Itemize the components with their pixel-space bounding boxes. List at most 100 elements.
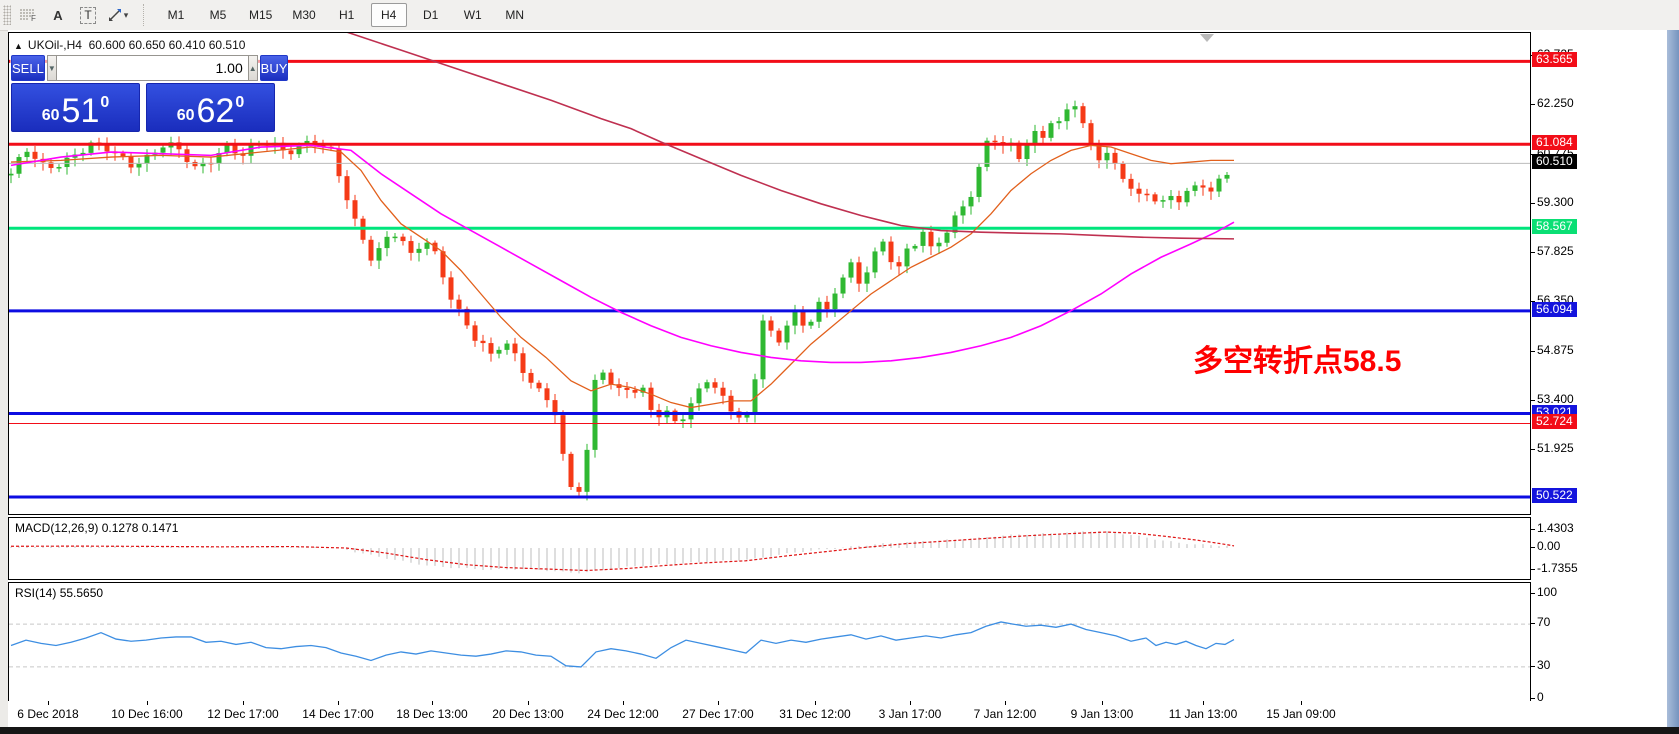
candle (608, 372, 614, 385)
time-tick (432, 701, 433, 705)
tab-timeframe-H4[interactable]: H4 (370, 3, 407, 27)
rsi-chart[interactable] (9, 583, 1530, 701)
candle (880, 241, 886, 252)
svg-text:F: F (31, 14, 36, 21)
candle (392, 236, 398, 239)
candle (224, 143, 230, 154)
chart-annotation-text: 多空转折点58.5 (1193, 345, 1402, 378)
candle (48, 162, 54, 168)
time-label: 31 Dec 12:00 (779, 707, 851, 721)
tab-timeframe-W1[interactable]: W1 (463, 8, 482, 22)
candle (1048, 123, 1054, 138)
candle (1112, 152, 1118, 164)
volume-decrease-button[interactable]: ▼ (46, 55, 57, 81)
dot-grid-icon: F (20, 9, 36, 21)
candle (760, 320, 766, 380)
toolbar-grip[interactable] (3, 5, 11, 25)
rsi-axis-tick (1531, 698, 1535, 699)
candle (1168, 195, 1174, 201)
candle (288, 150, 294, 155)
tab-timeframe-D1[interactable]: D1 (423, 8, 439, 22)
ma-fast-line (10, 144, 1234, 409)
rsi-axis-tick (1531, 666, 1535, 667)
tab-timeframe-MN[interactable]: MN (505, 8, 525, 22)
candle (1032, 130, 1038, 145)
candle (1200, 185, 1206, 188)
axis-tick-label: 51.925 (1537, 441, 1574, 456)
sell-price-display[interactable]: 60 51 0 (11, 83, 140, 132)
candle (952, 215, 958, 233)
time-tick (48, 701, 49, 705)
candle (512, 343, 518, 354)
candle (968, 196, 974, 207)
time-tick (1203, 701, 1204, 705)
arrange-objects-icon[interactable]: ▾ (106, 3, 130, 27)
tab-timeframe-M1[interactable]: M1 (167, 8, 185, 22)
candle (808, 321, 814, 326)
templates-icon[interactable]: F (16, 3, 40, 27)
candle (584, 449, 590, 492)
macd-chart[interactable] (9, 518, 1530, 579)
candle (784, 325, 790, 343)
collapse-arrow-icon[interactable]: ▲ (14, 41, 23, 51)
tab-timeframe-M15[interactable]: M15 (249, 8, 273, 22)
macd-signal-line (10, 531, 1235, 572)
macd-panel[interactable]: MACD(12,26,9) 0.1278 0.1471 (8, 517, 1531, 580)
buy-button[interactable]: BUY (259, 55, 289, 81)
candle (560, 415, 566, 454)
candle (200, 162, 206, 167)
ma-mid-line (10, 144, 1235, 364)
axis-tick (1531, 350, 1535, 352)
candle (1208, 187, 1214, 192)
candle (904, 248, 910, 267)
toolbar: F A T ▾ M1 M5 M15 M30 H1 H4 D1 W1 MN (0, 0, 1679, 31)
macd-axis-label: -1.7355 (1537, 561, 1578, 575)
buy-price-main: 62 (196, 92, 235, 130)
axis-tick (1531, 104, 1535, 106)
candle (792, 310, 798, 326)
candlestick-chart[interactable] (9, 33, 1530, 514)
tab-timeframe-M30[interactable]: M30 (292, 8, 316, 22)
dropdown-caret-icon: ▾ (123, 9, 129, 20)
candle (440, 251, 446, 278)
macd-label: MACD(12,26,9) 0.1278 0.1471 (15, 521, 179, 535)
time-label: 20 Dec 13:00 (492, 707, 564, 721)
time-label: 11 Jan 13:00 (1168, 707, 1238, 721)
macd-axis-tick (1531, 547, 1535, 548)
rsi-axis-label: 30 (1537, 658, 1551, 672)
candle (32, 151, 38, 159)
candle (896, 262, 902, 267)
price-axis[interactable]: 63.72562.25060.77559.30057.82556.35054.8… (1531, 32, 1663, 727)
candle (496, 349, 502, 354)
candle (368, 239, 374, 261)
time-label: 24 Dec 12:00 (587, 707, 659, 721)
tab-timeframe-M5[interactable]: M5 (209, 8, 227, 22)
axis-tick-label: 53.400 (1537, 391, 1574, 406)
price-chart-panel[interactable] (8, 32, 1531, 515)
price-badge-58.567: 58.567 (1532, 219, 1577, 235)
candle (720, 387, 726, 396)
text-label-icon[interactable]: A (53, 7, 63, 23)
candle (192, 161, 198, 167)
time-tick (243, 701, 244, 705)
volume-input[interactable] (56, 55, 248, 81)
candle (1128, 178, 1134, 189)
candle (1176, 195, 1182, 203)
time-axis[interactable]: 6 Dec 2018 10 Dec 16:00 12 Dec 17:00 14 Dec… (8, 701, 1531, 727)
text-box-icon[interactable]: T (76, 3, 100, 27)
candle (600, 372, 606, 380)
time-label: 6 Dec 2018 (17, 707, 79, 721)
rsi-panel[interactable]: RSI(14) 55.5650 (8, 582, 1531, 702)
time-label: 18 Dec 13:00 (396, 707, 468, 721)
buy-price-display[interactable]: 60 62 0 (146, 83, 275, 132)
time-label: 12 Dec 17:00 (207, 707, 279, 721)
axis-tick (1531, 301, 1535, 303)
candle (488, 343, 494, 354)
time-tick (338, 701, 339, 705)
tab-timeframe-H1[interactable]: H1 (339, 8, 355, 22)
volume-increase-button[interactable]: ▲ (247, 55, 258, 81)
candle (824, 301, 830, 310)
candle (1088, 123, 1094, 146)
sell-button[interactable]: SELL (11, 55, 45, 81)
